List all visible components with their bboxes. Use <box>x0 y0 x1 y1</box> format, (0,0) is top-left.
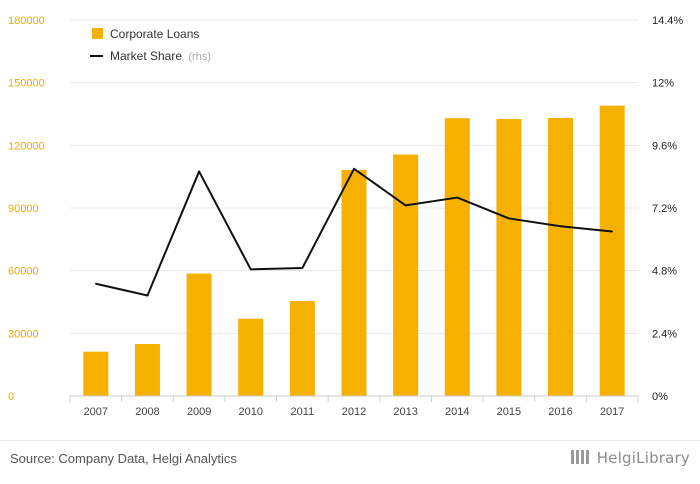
market-share-line <box>95 167 613 297</box>
footer: Source: Company Data, Helgi Analytics He… <box>0 440 700 484</box>
right-axis-tick-label: 12% <box>652 78 674 90</box>
right-axis-tick-label: 14.4% <box>652 15 683 27</box>
x-axis-tick-label: 2010 <box>238 406 262 418</box>
bar-corporate-loans <box>83 351 109 396</box>
library-logo-icon <box>570 450 593 464</box>
source-note: Source: Company Data, Helgi Analytics <box>10 451 237 466</box>
x-axis-tick-label: 2015 <box>497 406 521 418</box>
right-axis-tick-label: 4.8% <box>652 266 677 278</box>
left-axis-tick-label: 180000 <box>8 15 45 27</box>
x-axis-tick-label: 2009 <box>187 406 211 418</box>
x-axis-tick-label: 2011 <box>291 406 315 418</box>
logo-text: HelgiLibrary <box>596 449 690 467</box>
x-axis-tick-label: 2017 <box>600 406 624 418</box>
bar-corporate-loans <box>599 105 625 397</box>
legend-label-corporate-loans: Corporate Loans <box>110 27 199 41</box>
bar-corporate-loans <box>444 118 470 396</box>
helgi-library-logo: HelgiLibrary <box>570 449 690 467</box>
bar-corporate-loans <box>186 273 212 396</box>
bar-corporate-loans <box>289 300 315 396</box>
legend-swatch-corporate-loans <box>92 28 103 39</box>
market-share-point <box>404 204 407 207</box>
left-axis-tick-label: 60000 <box>8 266 39 278</box>
legend-label-market-share-suffix: (rhs) <box>188 51 211 63</box>
market-share-point <box>95 282 97 285</box>
bar-corporate-loans <box>238 318 264 396</box>
x-axis-tick-label: 2012 <box>342 406 366 418</box>
bar-corporate-loans <box>134 343 160 396</box>
right-axis-tick-label: 7.2% <box>652 203 677 215</box>
bar-corporate-loans <box>341 169 367 396</box>
x-axis-tick-label: 2016 <box>548 406 572 418</box>
market-share-point <box>611 230 613 233</box>
axes: 0 30000 60000 90000 120000 150000 180000 0% 2.4%… <box>8 15 683 418</box>
market-share-point <box>146 294 149 297</box>
bar-corporate-loans <box>496 119 522 396</box>
market-share-point <box>456 196 459 199</box>
market-share-point <box>301 267 304 269</box>
right-axis-tick-label: 2.4% <box>652 328 677 340</box>
corporate-loans-bars <box>83 105 625 397</box>
left-axis-tick-label: 150000 <box>8 78 45 90</box>
market-share-point <box>353 168 355 170</box>
market-share-point <box>249 268 252 271</box>
bar-corporate-loans <box>548 117 574 397</box>
market-share-point <box>198 170 200 173</box>
chart: 0 30000 60000 90000 120000 150000 180000 0% 2.4%… <box>8 15 683 418</box>
market-share-point <box>508 217 510 220</box>
market-share-point <box>559 225 562 228</box>
bar-corporate-loans <box>393 154 419 396</box>
right-axis-tick-label: 0% <box>652 391 668 403</box>
legend-label-market-share: Market Share (rhs) <box>110 49 211 63</box>
left-axis-tick-label: 0 <box>8 391 14 403</box>
legend-label-market-share-name: Market Share <box>110 49 182 63</box>
x-axis-tick-label: 2014 <box>445 406 469 418</box>
left-axis-tick-label: 30000 <box>8 328 39 340</box>
left-axis-tick-label: 120000 <box>8 140 45 152</box>
x-axis-tick-label: 2013 <box>393 406 417 418</box>
x-axis-tick-label: 2008 <box>135 406 159 418</box>
x-axis-tick-label: 2007 <box>84 406 108 418</box>
right-axis-tick-label: 9.6% <box>652 140 677 152</box>
left-axis-tick-label: 90000 <box>8 203 39 215</box>
legend: Corporate Loans Market Share (rhs) <box>90 27 211 63</box>
